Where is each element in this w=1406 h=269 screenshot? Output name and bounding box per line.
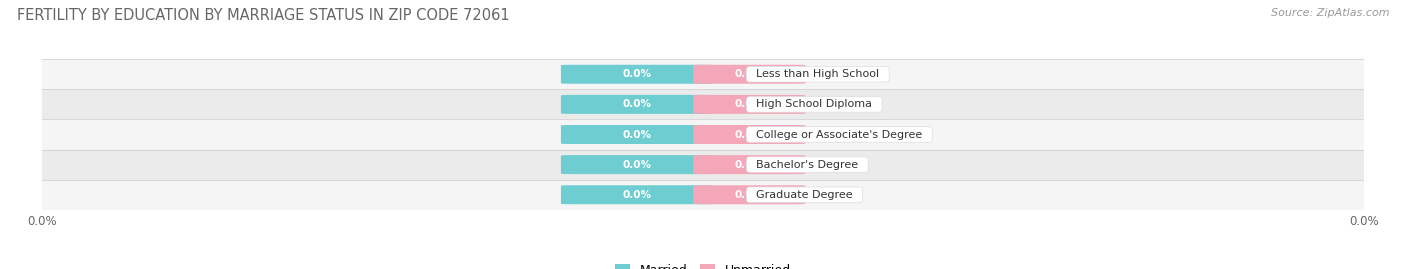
Text: Source: ZipAtlas.com: Source: ZipAtlas.com — [1271, 8, 1389, 18]
FancyBboxPatch shape — [561, 185, 713, 204]
FancyBboxPatch shape — [561, 125, 713, 144]
Text: FERTILITY BY EDUCATION BY MARRIAGE STATUS IN ZIP CODE 72061: FERTILITY BY EDUCATION BY MARRIAGE STATU… — [17, 8, 509, 23]
Text: 0.0%: 0.0% — [735, 129, 763, 140]
FancyBboxPatch shape — [561, 155, 713, 174]
Text: 0.0%: 0.0% — [623, 190, 651, 200]
Text: 0.0%: 0.0% — [623, 129, 651, 140]
Bar — [42, 119, 1364, 150]
FancyBboxPatch shape — [693, 185, 806, 204]
FancyBboxPatch shape — [561, 65, 713, 84]
Bar — [42, 89, 1364, 119]
Text: 0.0%: 0.0% — [623, 99, 651, 109]
Text: 0.0%: 0.0% — [623, 69, 651, 79]
Text: 0.0%: 0.0% — [735, 160, 763, 170]
Legend: Married, Unmarried: Married, Unmarried — [610, 259, 796, 269]
Text: Less than High School: Less than High School — [749, 69, 886, 79]
Bar — [42, 150, 1364, 180]
FancyBboxPatch shape — [693, 125, 806, 144]
Text: Graduate Degree: Graduate Degree — [749, 190, 860, 200]
Text: 0.0%: 0.0% — [735, 69, 763, 79]
FancyBboxPatch shape — [693, 155, 806, 174]
Text: 0.0%: 0.0% — [735, 99, 763, 109]
Bar — [42, 59, 1364, 89]
FancyBboxPatch shape — [561, 95, 713, 114]
FancyBboxPatch shape — [693, 95, 806, 114]
Bar — [42, 180, 1364, 210]
Text: High School Diploma: High School Diploma — [749, 99, 879, 109]
Text: 0.0%: 0.0% — [623, 160, 651, 170]
Text: 0.0%: 0.0% — [735, 190, 763, 200]
FancyBboxPatch shape — [693, 65, 806, 84]
Text: College or Associate's Degree: College or Associate's Degree — [749, 129, 929, 140]
Text: Bachelor's Degree: Bachelor's Degree — [749, 160, 865, 170]
